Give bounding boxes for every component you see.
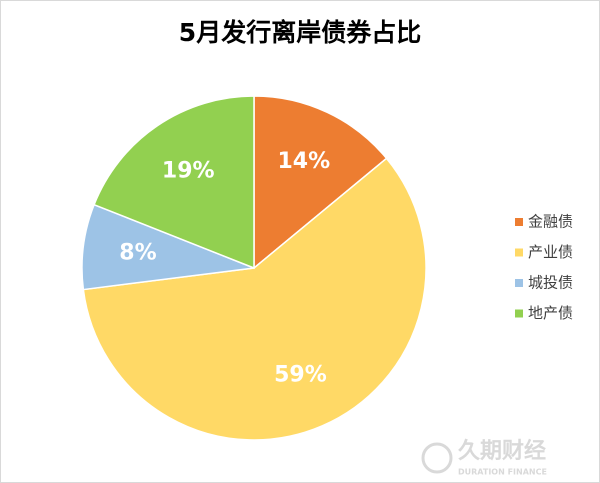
watermark: 久期财经 DURATION FINANCE [421, 438, 547, 477]
pie-slice [93, 95, 255, 270]
data-label: 8% [119, 240, 156, 265]
legend-swatch [515, 309, 523, 318]
data-label: 59% [274, 362, 327, 387]
legend-label: 产业债 [528, 243, 573, 261]
legend-label: 城投债 [528, 274, 573, 292]
watermark-name: 久期财经 [458, 438, 546, 464]
data-label: 19% [162, 158, 215, 183]
pie-slice [253, 95, 388, 270]
legend-swatch [515, 279, 523, 287]
legend-swatch [515, 248, 523, 257]
legend-label: 地产债 [528, 304, 573, 322]
chart-title: 5月发行离岸债券占比 [179, 18, 421, 47]
pie-slice [82, 157, 427, 441]
watermark-tagline: DURATION FINANCE [458, 468, 547, 477]
watermark-logo [421, 442, 453, 474]
legend-label: 金融债 [528, 213, 573, 231]
data-label: 14% [277, 149, 330, 174]
legend-swatch [515, 218, 523, 226]
